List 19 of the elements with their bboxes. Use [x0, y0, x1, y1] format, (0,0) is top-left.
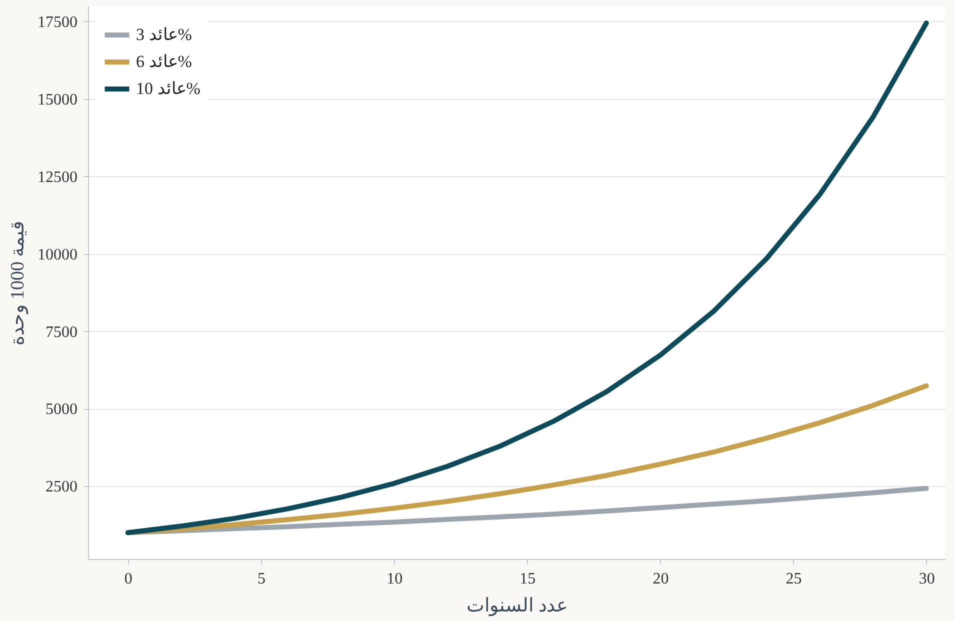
x-axis-title: عدد السنوات [466, 596, 568, 616]
y-tick-label: 17500 [38, 14, 78, 31]
x-tick-label: 5 [257, 570, 266, 588]
y-tick-label: 5000 [46, 401, 78, 418]
x-tick-label: 30 [918, 570, 935, 588]
y-tick-label: 12500 [38, 168, 78, 186]
x-tick-label: 15 [520, 570, 536, 588]
legend-label: عائد 3% [136, 25, 192, 44]
y-tick-label: 2500 [46, 478, 78, 496]
y-tick-label: 10000 [38, 246, 78, 264]
legend-label: عائد 6% [136, 52, 192, 71]
x-tick-label: 10 [386, 570, 403, 588]
legend-label: عائد 10% [136, 79, 200, 98]
y-tick-label: 7500 [46, 324, 78, 341]
y-axis-title: قيمة 1000 وحدة [8, 220, 28, 346]
x-tick-label: 0 [124, 570, 132, 588]
y-tick-label: 15000 [38, 91, 78, 108]
x-tick-label: 25 [786, 570, 802, 588]
x-tick-label: 20 [652, 570, 669, 588]
